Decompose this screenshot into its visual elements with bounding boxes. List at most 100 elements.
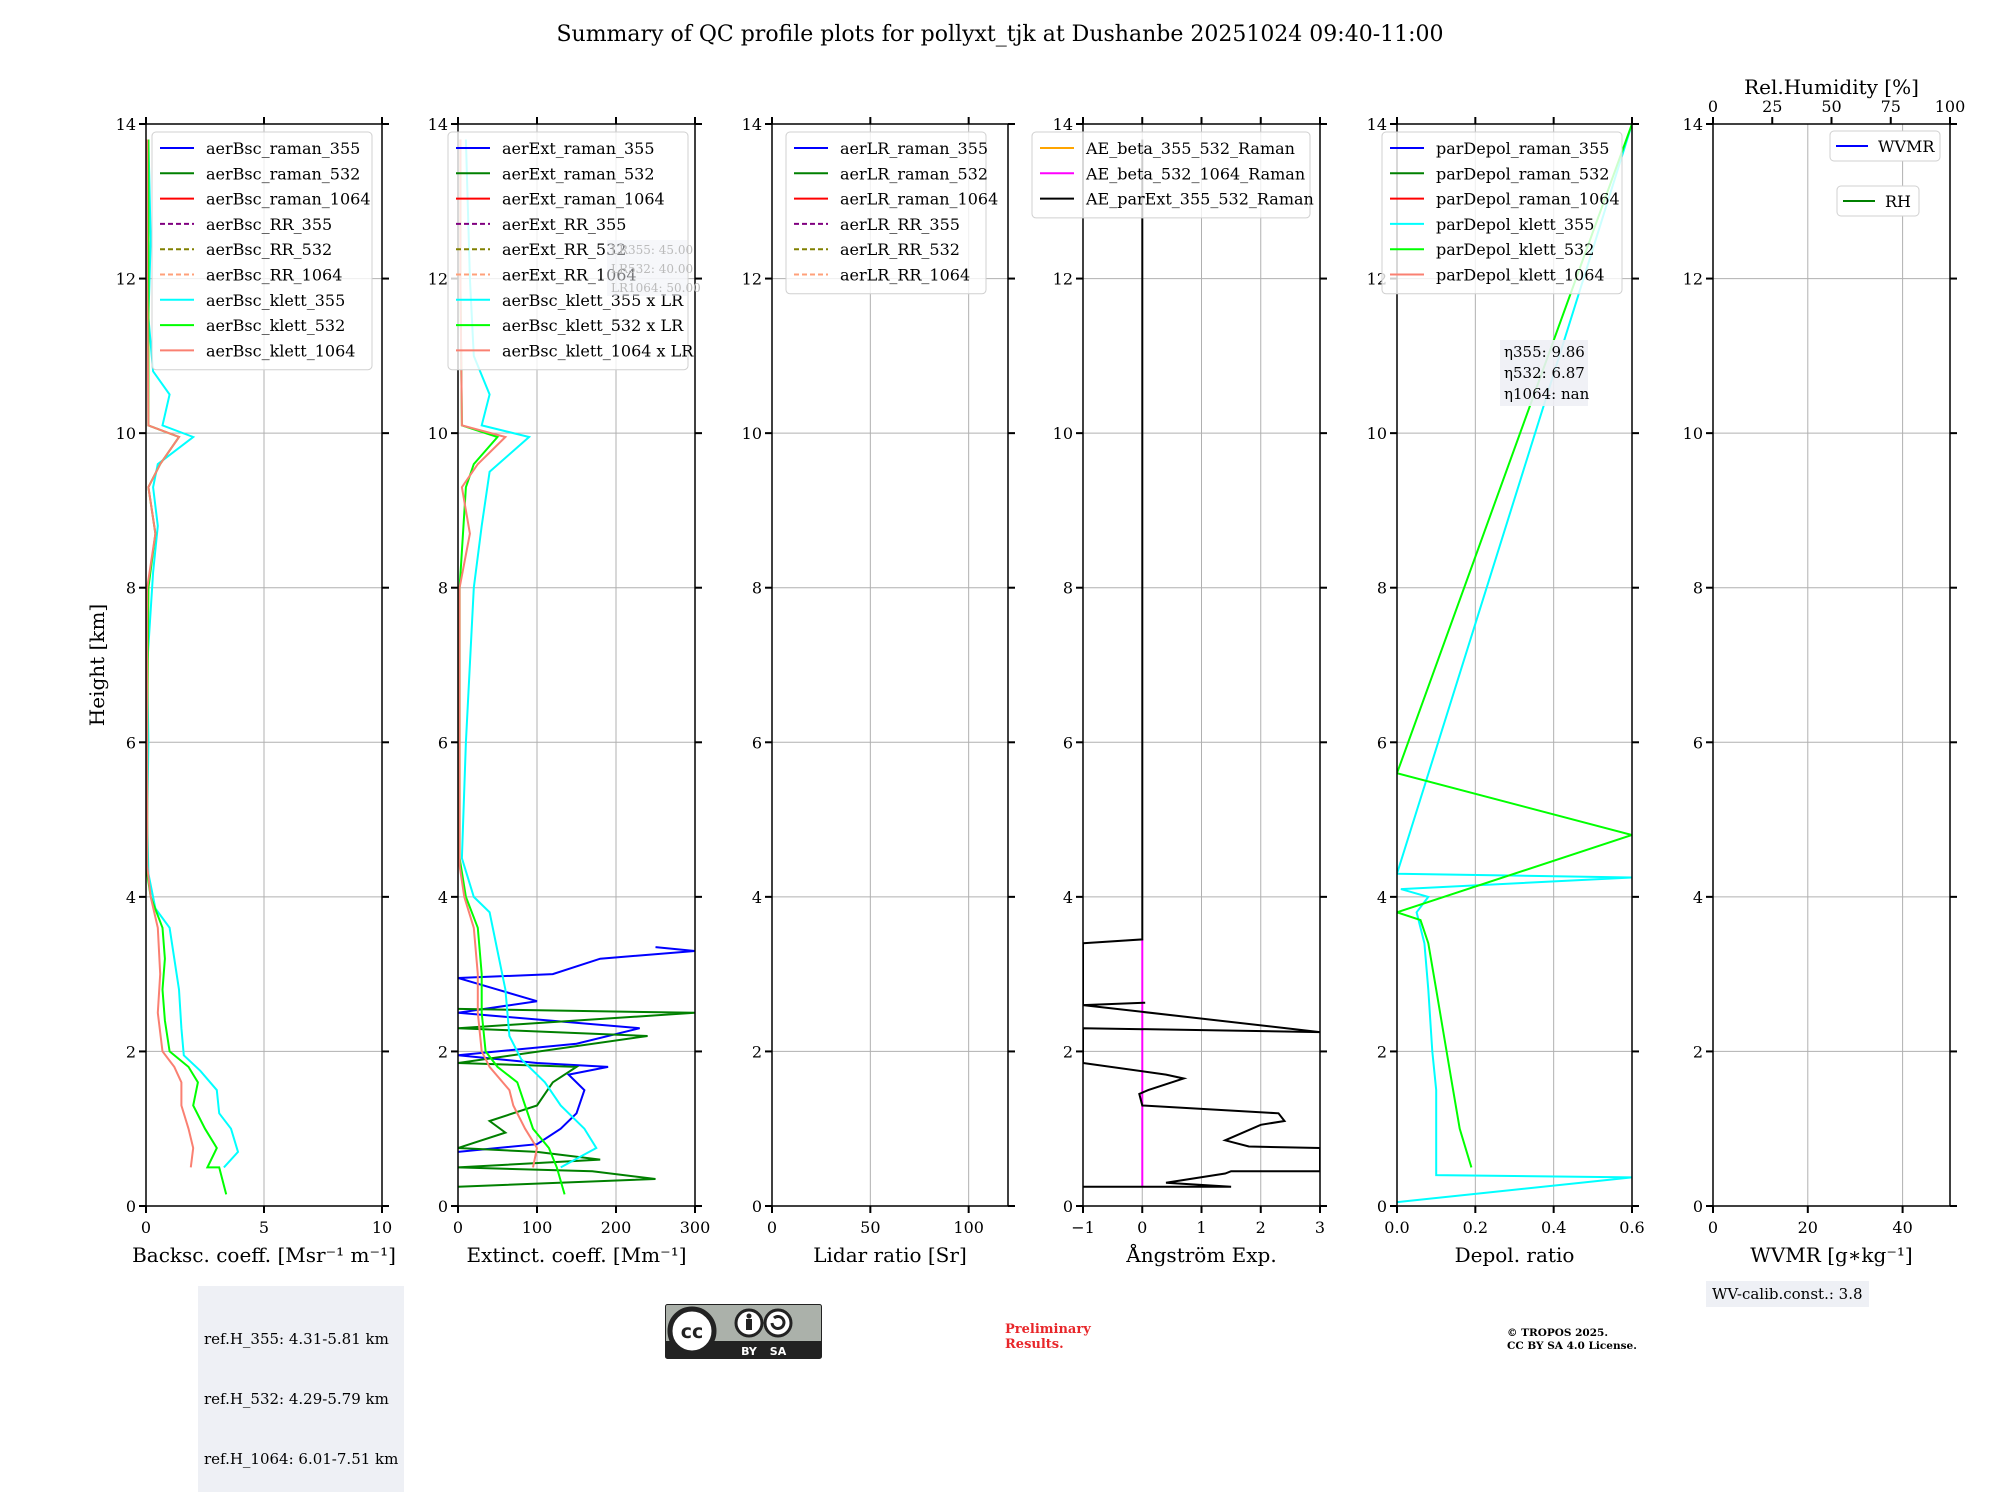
x-tick-label: 50 xyxy=(860,1218,880,1237)
y-tick-label: 2 xyxy=(1063,1042,1073,1061)
y-tick-label: 6 xyxy=(1693,733,1703,752)
y-tick-label: 8 xyxy=(438,579,448,598)
x-tick-label: 0 xyxy=(1708,1218,1718,1237)
x-tick-label: 1 xyxy=(1196,1218,1206,1237)
y-axis-label: Height [km] xyxy=(85,604,109,726)
svg-text:cc: cc xyxy=(681,1321,704,1343)
x-tick-label: 0 xyxy=(1137,1218,1147,1237)
x-axis-label: Backsc. coeff. [Msr⁻¹ m⁻¹] xyxy=(132,1243,396,1267)
x-tick-label: 0.6 xyxy=(1619,1218,1644,1237)
x-tick-label: 100 xyxy=(522,1218,553,1237)
x-tick-label: 10 xyxy=(372,1218,392,1237)
y-tick-label: 0 xyxy=(438,1197,448,1216)
legend-label: aerBsc_klett_532 xyxy=(206,316,345,335)
series-parDepol_klett_355 xyxy=(1397,124,1632,1204)
ref-height-1064: ref.H_1064: 6.01-7.51 km xyxy=(204,1450,399,1468)
sa-icon xyxy=(763,1308,793,1338)
figure-title: Summary of QC profile plots for pollyxt_… xyxy=(556,22,1444,47)
y-tick-label: 6 xyxy=(1063,733,1073,752)
panel-2: 0 2 4 6 8 10 12 14 0 100 200 300 Extinct. coeff. [Mm… xyxy=(428,115,711,1267)
x-tick-label: 200 xyxy=(601,1218,632,1237)
reference-heights-box: ref.H_355: 4.31-5.81 km ref.H_532: 4.29-… xyxy=(198,1286,405,1492)
legend-label: aerBsc_klett_355 xyxy=(206,291,345,310)
x-axis-label: WVMR [g∗kg⁻¹] xyxy=(1750,1243,1912,1267)
y-tick-label: 6 xyxy=(438,733,448,752)
y-tick-label: 14 xyxy=(1367,115,1387,134)
series-aerExt_raman_355 xyxy=(458,946,695,1153)
x-axis-label: Lidar ratio [Sr] xyxy=(813,1243,967,1267)
x-tick-label: 0.0 xyxy=(1384,1218,1409,1237)
legend-label: aerLR_raman_532 xyxy=(840,164,988,183)
annotation-box xyxy=(607,240,687,296)
axes-frame xyxy=(457,123,696,1207)
x-tick-label: 300 xyxy=(680,1218,711,1237)
y-tick-label: 4 xyxy=(1063,888,1073,907)
y-tick-label: 12 xyxy=(742,270,762,289)
x-tick-top-label: 75 xyxy=(1881,97,1901,116)
legend-label: aerBsc_RR_532 xyxy=(206,240,332,259)
x-tick-label: 20 xyxy=(1798,1218,1818,1237)
annotation-box xyxy=(1500,340,1588,406)
legend-label: aerBsc_klett_1064 x LR xyxy=(502,341,694,360)
axes-frame xyxy=(1396,123,1633,1207)
x-axis-label: Extinct. coeff. [Mm⁻¹] xyxy=(466,1243,686,1267)
series-AE_parExt_355_532_Raman xyxy=(1083,139,1320,1188)
legend-label: AE_beta_355_532_Raman xyxy=(1085,139,1295,158)
series-aerBsc_klett_1064 xyxy=(146,139,195,1168)
x-axis-label: Depol. ratio xyxy=(1455,1243,1575,1267)
legend-label: AE_parExt_355_532_Raman xyxy=(1085,190,1314,209)
y-tick-label: 10 xyxy=(1367,424,1387,443)
legend-label: aerExt_raman_355 xyxy=(502,139,655,158)
legend-label: aerBsc_raman_532 xyxy=(206,164,360,183)
legend-label: aerBsc_raman_1064 xyxy=(206,190,371,209)
y-tick-label: 6 xyxy=(1377,733,1387,752)
y-tick-label: 8 xyxy=(1377,579,1387,598)
cc-icon xyxy=(667,1306,717,1356)
ref-height-355: ref.H_355: 4.31-5.81 km xyxy=(204,1330,389,1348)
y-tick-label: 6 xyxy=(752,733,762,752)
y-tick-label: 6 xyxy=(126,733,136,752)
x-tick-label: 3 xyxy=(1315,1218,1325,1237)
y-tick-label: 2 xyxy=(438,1042,448,1061)
series-aerBsc_klett_532 x LR xyxy=(458,139,566,1195)
legend-box xyxy=(785,131,987,295)
y-tick-label: 10 xyxy=(428,424,448,443)
legend-label: aerBsc_klett_1064 xyxy=(206,341,355,360)
y-tick-label: 0 xyxy=(1063,1197,1073,1216)
cc-license-badge: cc BY SA xyxy=(665,1304,822,1359)
annotation-text: LR355: 45.00 xyxy=(611,243,693,257)
y-tick-label: 4 xyxy=(438,888,448,907)
legend-label: aerExt_RR_1064 xyxy=(502,266,637,285)
legend-label: parDepol_klett_1064 xyxy=(1436,266,1605,285)
x-tick-label: 0.4 xyxy=(1541,1218,1566,1237)
x-tick-top-label: 100 xyxy=(1935,97,1966,116)
legend-label: parDepol_raman_355 xyxy=(1436,139,1609,158)
y-tick-label: 0 xyxy=(1693,1197,1703,1216)
legend-box xyxy=(1031,131,1311,219)
legend-label: aerBsc_klett_532 x LR xyxy=(502,316,684,335)
copyright-line-1: © TROPOS 2025. xyxy=(1507,1327,1609,1339)
y-tick-label: 14 xyxy=(1053,115,1073,134)
series-parDepol_klett_532 xyxy=(1397,124,1632,1168)
axes-frame xyxy=(771,123,1009,1207)
legend-label: aerBsc_RR_1064 xyxy=(206,266,342,285)
annotation-text: LR1064: 50.00 xyxy=(611,281,701,295)
x-tick-label: 40 xyxy=(1892,1218,1912,1237)
x-tick-top-label: 25 xyxy=(1762,97,1782,116)
x-axis-label: Ångström Exp. xyxy=(1125,1242,1276,1267)
x-tick-top-label: 50 xyxy=(1821,97,1841,116)
series-aerExt_raman_532 xyxy=(458,1007,695,1188)
y-tick-label: 12 xyxy=(1683,270,1703,289)
legend-label: parDepol_raman_1064 xyxy=(1436,190,1620,209)
copyright-line-2: CC BY SA 4.0 License. xyxy=(1507,1340,1637,1352)
legend-label: parDepol_klett_355 xyxy=(1436,215,1594,234)
y-tick-label: 10 xyxy=(1683,424,1703,443)
y-tick-label: 14 xyxy=(428,115,448,134)
legend-label: WVMR xyxy=(1878,137,1935,156)
y-tick-label: 14 xyxy=(1683,115,1703,134)
y-tick-label: 4 xyxy=(1693,888,1703,907)
x-tick-label: 100 xyxy=(953,1218,984,1237)
legend-label: aerExt_raman_532 xyxy=(502,164,655,183)
